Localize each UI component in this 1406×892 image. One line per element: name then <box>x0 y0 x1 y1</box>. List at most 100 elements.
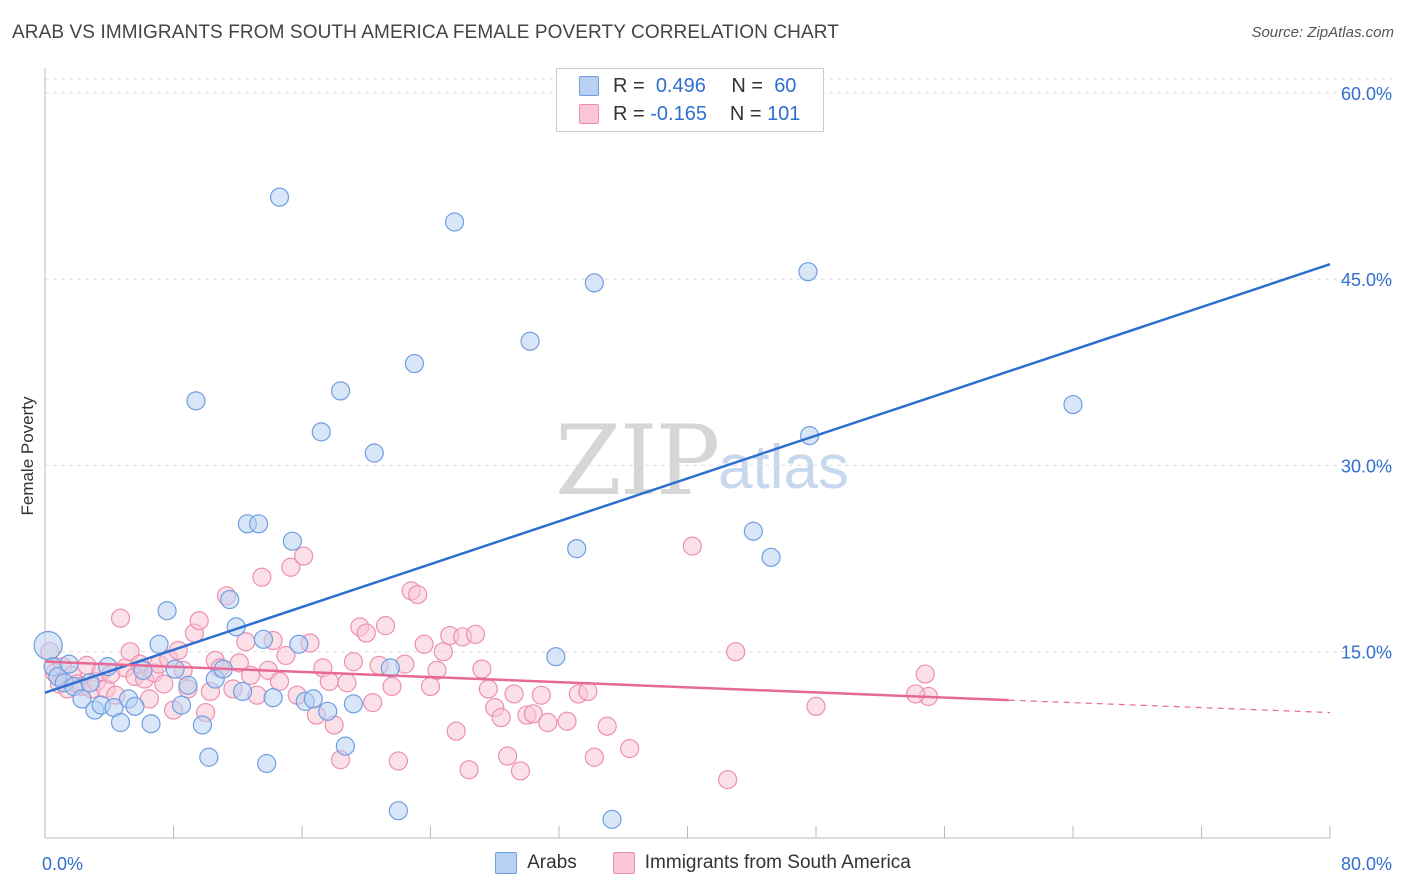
point-immigrants <box>189 611 209 631</box>
series-legend: Arabs Immigrants from South America <box>0 852 1406 874</box>
legend-r-value: -0.165 <box>650 102 707 125</box>
point-arabs <box>133 660 153 680</box>
point-arabs <box>269 187 290 207</box>
legend-swatch-arabs <box>579 76 599 96</box>
point-arabs <box>798 262 818 282</box>
point-immigrants <box>427 660 447 680</box>
point-immigrants <box>408 584 428 605</box>
point-immigrants <box>388 751 408 771</box>
legend-n-label: N = <box>729 102 762 125</box>
point-immigrants <box>433 642 453 662</box>
point-immigrants <box>414 634 434 654</box>
point-immigrants <box>806 696 826 716</box>
point-immigrants <box>269 671 290 692</box>
point-immigrants <box>459 760 479 780</box>
point-arabs <box>567 539 587 559</box>
point-arabs <box>192 715 213 735</box>
grid-lines <box>45 78 1392 653</box>
legend-item-immigrants[interactable]: Immigrants from South America <box>612 852 911 874</box>
point-immigrants <box>382 676 402 697</box>
point-immigrants <box>682 536 702 556</box>
point-immigrants <box>337 673 357 693</box>
point-immigrants <box>557 711 577 731</box>
point-arabs <box>318 701 338 721</box>
legend-item-arabs[interactable]: Arabs <box>495 852 577 874</box>
point-immigrants <box>343 652 363 672</box>
point-immigrants <box>446 721 466 741</box>
point-arabs <box>311 422 331 442</box>
watermark-atlas: atlas <box>718 433 849 502</box>
point-arabs <box>257 753 277 774</box>
point-immigrants <box>504 684 524 704</box>
point-arabs <box>263 688 283 708</box>
point-arabs <box>330 381 351 401</box>
legend-swatch-immigrants <box>579 104 599 124</box>
point-arabs <box>171 695 192 715</box>
point-arabs <box>303 689 323 709</box>
point-immigrants <box>905 684 926 704</box>
point-arabs <box>761 547 781 567</box>
point-arabs <box>335 736 355 756</box>
legend-swatch-immigrants <box>612 852 635 874</box>
point-immigrants <box>276 645 296 666</box>
legend-n-value: 101 <box>767 102 801 125</box>
point-immigrants <box>356 623 376 643</box>
chart-title: ARAB VS IMMIGRANTS FROM SOUTH AMERICA FE… <box>12 22 839 43</box>
legend-n-value: 60 <box>774 74 797 97</box>
point-immigrants <box>498 746 518 766</box>
legend-r-label: R = <box>613 102 645 125</box>
point-arabs <box>199 747 219 767</box>
series-arabs-points <box>33 187 1083 829</box>
point-arabs <box>165 659 185 679</box>
point-arabs <box>282 531 302 551</box>
point-arabs <box>33 630 63 661</box>
legend-swatch-arabs <box>495 852 518 874</box>
point-arabs <box>380 658 400 678</box>
point-arabs <box>584 273 604 293</box>
point-arabs <box>220 589 240 610</box>
point-immigrants <box>510 761 531 781</box>
legend-label-immigrants: Immigrants from South America <box>644 852 911 873</box>
point-arabs <box>125 696 145 716</box>
point-arabs <box>343 694 363 714</box>
axes <box>44 68 1331 839</box>
point-immigrants <box>620 738 640 759</box>
legend-r-value: 0.496 <box>655 74 706 97</box>
trend-lines <box>44 263 1331 714</box>
point-arabs <box>72 689 92 709</box>
y-tick-label: 60.0% <box>1341 84 1392 104</box>
point-arabs <box>110 712 131 733</box>
x-tick-label-min: 0.0% <box>42 854 83 874</box>
source-label: Source: ZipAtlas.com <box>1251 24 1394 41</box>
point-immigrants <box>110 608 131 628</box>
point-arabs <box>546 647 566 667</box>
point-arabs <box>249 514 269 534</box>
point-arabs <box>232 681 253 702</box>
point-immigrants <box>472 659 492 679</box>
point-immigrants <box>252 567 272 587</box>
point-immigrants <box>538 712 558 733</box>
point-immigrants <box>465 624 486 644</box>
point-immigrants <box>597 716 617 736</box>
point-immigrants <box>319 671 339 692</box>
point-arabs <box>520 331 540 351</box>
point-arabs <box>743 521 763 541</box>
point-immigrants <box>726 642 746 662</box>
point-arabs <box>364 443 384 463</box>
point-arabs <box>141 714 161 734</box>
legend-row-arabs: R = 0.496 N = 60 <box>579 73 796 99</box>
tick-labels: 15.0% 30.0% 45.0% 60.0% 0.0% 80.0% <box>42 84 1392 874</box>
point-arabs <box>388 801 408 821</box>
point-immigrants <box>523 704 543 724</box>
point-immigrants <box>531 685 551 705</box>
y-tick-label: 45.0% <box>1341 270 1392 290</box>
point-arabs <box>59 654 79 674</box>
point-immigrants <box>584 747 604 767</box>
legend-label-arabs: Arabs <box>527 852 577 873</box>
point-arabs <box>253 629 274 649</box>
point-immigrants <box>281 557 301 577</box>
y-tick-label: 15.0% <box>1341 643 1392 663</box>
legend-r-label: R = <box>613 74 645 97</box>
trend-line-arabs <box>44 263 1331 694</box>
